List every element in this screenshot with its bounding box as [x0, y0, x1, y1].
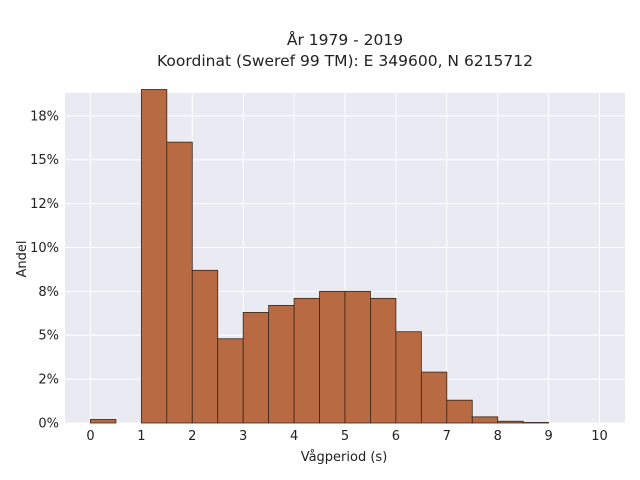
y-tick-label: 12%: [30, 197, 59, 212]
y-tick-label: 2%: [38, 373, 59, 388]
histogram-bar: [191, 269, 219, 424]
histogram-bar: [471, 416, 499, 424]
y-axis-label: Andel: [15, 241, 30, 278]
x-tick-label: 4: [290, 429, 298, 444]
histogram-bar: [497, 420, 524, 424]
histogram-bar: [242, 312, 270, 424]
histogram-bar: [268, 304, 295, 424]
histogram-bar: [446, 399, 473, 424]
histogram-bar: [90, 419, 117, 424]
histogram-bar: [522, 422, 550, 424]
histogram-bar: [319, 290, 346, 424]
y-tick-label: 10%: [30, 241, 59, 256]
x-axis-ticks: 0 1 2 3 4 5 6 7 8 9 10: [86, 429, 608, 444]
x-tick-label: 10: [591, 429, 608, 444]
y-tick-label: 8%: [38, 285, 59, 300]
histogram-bar: [140, 89, 168, 424]
x-axis-label: Vågperiod (s): [301, 450, 388, 465]
histogram-bar: [420, 371, 448, 424]
x-tick-label: 3: [239, 429, 247, 444]
x-tick-label: 5: [341, 429, 349, 444]
x-tick-label: 0: [86, 429, 94, 444]
histogram-bar: [370, 297, 397, 424]
chart-title: År 1979 - 2019 Koordinat (Sweref 99 TM):…: [157, 30, 533, 70]
y-axis-ticks: 0% 2% 5% 8% 10% 12% 15% 18%: [30, 109, 59, 431]
x-tick-label: 7: [443, 429, 451, 444]
histogram-bar: [217, 338, 244, 424]
x-tick-label: 9: [544, 429, 552, 444]
x-tick-label: 1: [137, 429, 145, 444]
y-tick-label: 5%: [38, 329, 59, 344]
y-tick-label: 15%: [30, 153, 59, 168]
chart-title-line-1: År 1979 - 2019: [287, 30, 403, 49]
histogram-bar: [344, 290, 371, 424]
chart-title-line-2: Koordinat (Sweref 99 TM): E 349600, N 62…: [157, 52, 533, 70]
x-tick-label: 2: [188, 429, 196, 444]
histogram-bar: [395, 331, 422, 424]
y-tick-label: 18%: [30, 109, 59, 124]
histogram-bars: [90, 89, 550, 424]
y-tick-label: 0%: [38, 417, 59, 432]
histogram-bar: [293, 297, 320, 424]
x-tick-label: 6: [392, 429, 400, 444]
histogram-bar: [166, 141, 193, 424]
x-tick-label: 8: [494, 429, 502, 444]
